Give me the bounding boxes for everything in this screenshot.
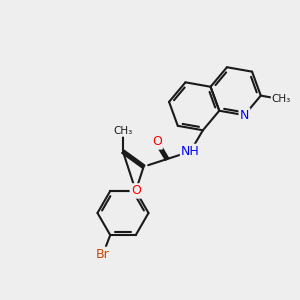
Text: NH: NH [181,145,200,158]
Text: CH₃: CH₃ [113,126,133,136]
Text: Br: Br [96,248,110,261]
Text: O: O [152,135,162,148]
Text: CH₃: CH₃ [272,94,291,104]
Text: N: N [240,109,249,122]
Text: O: O [131,184,141,197]
